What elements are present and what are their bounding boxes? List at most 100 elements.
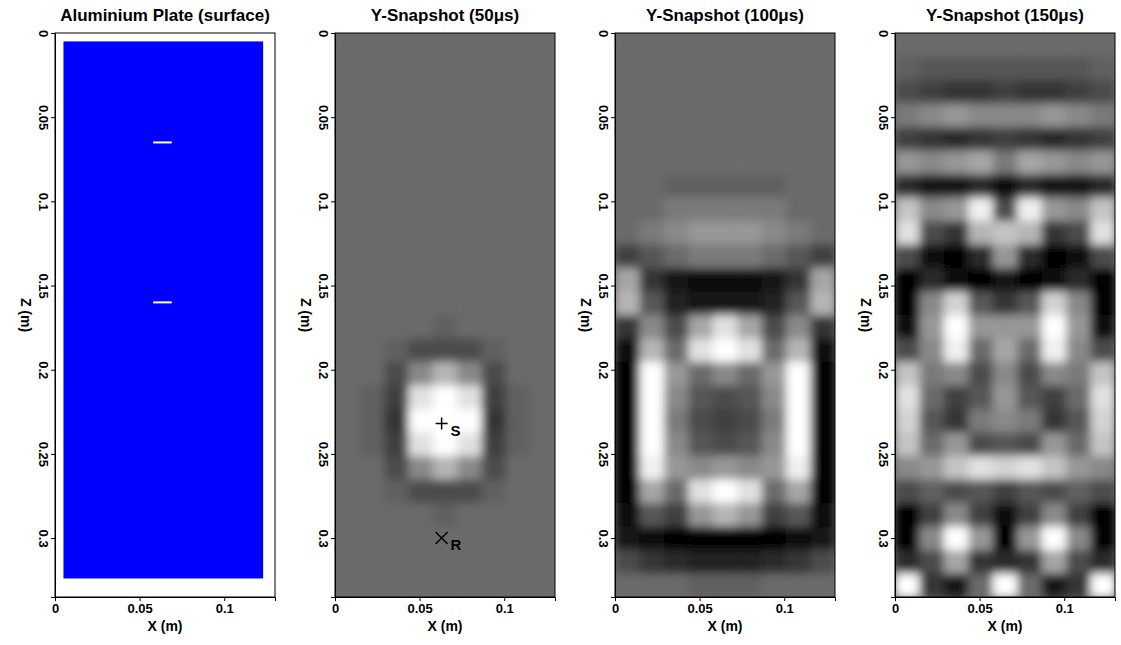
heatmap-cell (811, 362, 835, 386)
heatmap-cell (944, 292, 969, 316)
heatmap-cell (1066, 480, 1091, 504)
heatmap-cell (408, 550, 433, 574)
y-tick-label: 0.25 (596, 442, 611, 467)
heatmap-cell (993, 292, 1018, 316)
heatmap-cell (895, 151, 920, 175)
heatmap-cell (895, 245, 920, 269)
heatmap-cell (1066, 527, 1091, 551)
heatmap-cell (1017, 127, 1042, 151)
heatmap-cell (993, 433, 1018, 457)
heatmap-cell (1017, 221, 1042, 245)
heatmap-cell (713, 80, 738, 104)
heatmap-cell (664, 315, 689, 339)
heatmap-cell (639, 550, 664, 574)
heatmap-cell (993, 503, 1018, 527)
heatmap-cell (688, 221, 713, 245)
heatmap-cell (615, 480, 640, 504)
heatmap-cell (811, 57, 835, 81)
heatmap-cell (786, 409, 811, 433)
heatmap-cell (482, 480, 507, 504)
heatmap-cell (506, 198, 531, 222)
heatmap-cell (968, 362, 993, 386)
heatmap-cell (713, 362, 738, 386)
heatmap-cell (895, 574, 920, 598)
x-axis: 00.050.1 (332, 597, 556, 616)
y-tick: 0.25 (316, 442, 335, 467)
heatmap-cell (506, 433, 531, 457)
heatmap-cell (737, 386, 762, 410)
heatmap-cell (737, 527, 762, 551)
heatmap-cell (1091, 386, 1115, 410)
heatmap-cell (762, 292, 787, 316)
heatmap-cell (968, 386, 993, 410)
heatmap-cell (688, 57, 713, 81)
heatmap-cell (786, 362, 811, 386)
heatmap-cell (737, 339, 762, 363)
heatmap-cell (506, 315, 531, 339)
heatmap-cell (1091, 268, 1115, 292)
x-tick: 0.05 (127, 597, 152, 616)
heatmap-cell (408, 362, 433, 386)
heatmap-cell (664, 268, 689, 292)
x-tick-label: 0.05 (407, 601, 432, 616)
heatmap-cell (895, 409, 920, 433)
heatmap-cell (664, 292, 689, 316)
y-tick: 0 (316, 30, 335, 37)
heatmap-cell (1042, 315, 1067, 339)
panel: 00.050.100.050.10.150.20.250.3X (m)Z (m)… (858, 6, 1116, 634)
heatmap-cell (615, 315, 640, 339)
heatmap-cell (482, 503, 507, 527)
plot-background (55, 33, 275, 597)
y-tick-label: 0.15 (876, 273, 891, 298)
heatmap-cell (895, 80, 920, 104)
heatmap-cell (506, 127, 531, 151)
heatmap-cell (482, 80, 507, 104)
heatmap-cell (1042, 480, 1067, 504)
heatmap-cell (811, 174, 835, 198)
heatmap-cell (895, 198, 920, 222)
heatmap-cell (713, 339, 738, 363)
y-tick-label: 0 (596, 30, 611, 37)
heatmap-cell (919, 127, 944, 151)
heatmap-cell (1017, 433, 1042, 457)
heatmap-cell (1042, 80, 1067, 104)
heatmap-cell (506, 550, 531, 574)
heatmap-cell (408, 433, 433, 457)
heatmap-cell (506, 221, 531, 245)
heatmap-cell (384, 127, 409, 151)
heatmap-cell (433, 339, 458, 363)
panel-title: Y-Snapshot (100μs) (646, 6, 804, 25)
heatmap-cell (457, 127, 482, 151)
heatmap-cell (482, 362, 507, 386)
heatmap-cell (639, 574, 664, 598)
heatmap-cell (993, 315, 1018, 339)
heatmap-cell (811, 433, 835, 457)
x-tick-label: 0 (612, 601, 619, 616)
heatmap-cell (993, 268, 1018, 292)
heatmap-cells (895, 33, 1115, 597)
heatmap-cell (639, 315, 664, 339)
heatmap-cell (944, 550, 969, 574)
heatmap-cell (944, 386, 969, 410)
heatmap-cell (968, 221, 993, 245)
heatmap-cell (713, 574, 738, 598)
heatmap-cell (639, 480, 664, 504)
heatmap-cell (384, 57, 409, 81)
heatmap-cell (895, 57, 920, 81)
heatmap-cell (482, 315, 507, 339)
heatmap-cell (506, 503, 531, 527)
heatmap-cell (1017, 503, 1042, 527)
y-tick: 0.25 (876, 442, 895, 467)
x-tick: 0 (332, 597, 339, 616)
y-tick-label: 0.1 (596, 193, 611, 211)
heatmap-cell (457, 268, 482, 292)
heatmap-cell (457, 221, 482, 245)
heatmap-cell (384, 339, 409, 363)
heatmap-cell (944, 315, 969, 339)
heatmap-cell (1066, 362, 1091, 386)
heatmap-cell (384, 503, 409, 527)
y-axis: 00.050.10.150.20.250.3 (596, 30, 616, 598)
heatmap-cell (359, 151, 384, 175)
heatmap-cell (786, 315, 811, 339)
heatmap-cell (895, 362, 920, 386)
